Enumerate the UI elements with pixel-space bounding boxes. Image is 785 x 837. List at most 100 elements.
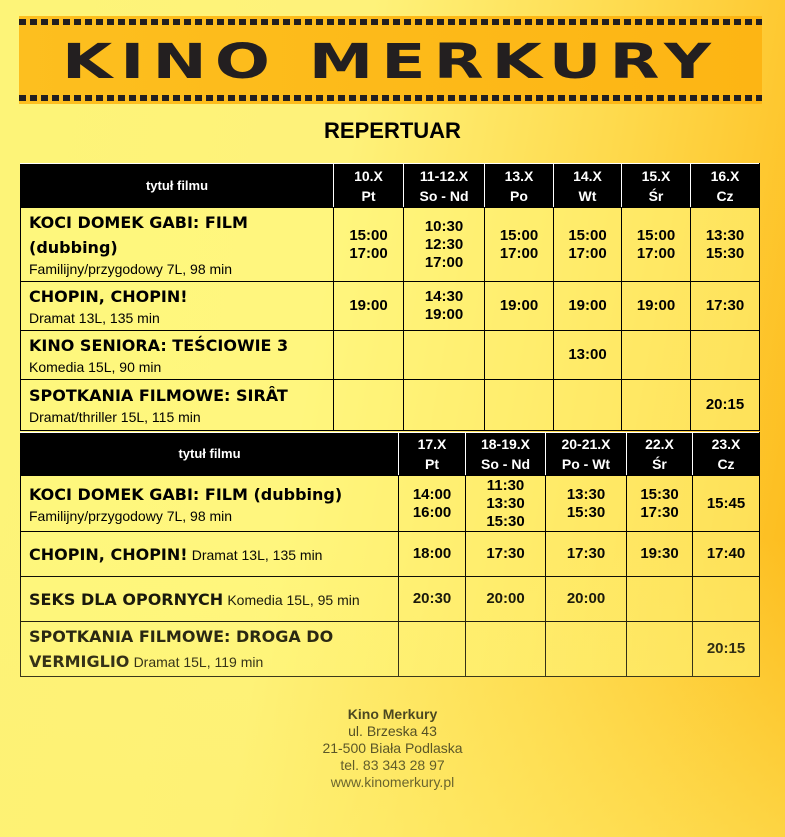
schedule-table-week-1: tytuł filmu 10.X Pt 11-12.X So - Nd 13.X Po 14.… [20,163,760,431]
movie-title: KOCI DOMEK GABI: FILM (dubbing) [29,213,248,257]
day-date: 10.X [354,167,383,184]
showtime-cell: 17:40 [692,531,760,577]
movie-title: KINO SENIORA: TEŚCIOWIE 3 [29,336,289,355]
movie-genre: Komedia 15L, 90 min [29,359,162,375]
cinema-name: Kino Merkury [347,706,438,722]
showtime-cell: 19:00 [553,281,622,331]
showtime-cell: 15:45 [692,475,760,532]
showtime-cell: 19:00 [484,281,554,331]
movie-title: SPOTKANIA FILMOWE: DROGA DO VERMIGLIO [29,627,334,671]
movie-cell: SEKS DLA OPORNYCH Komedia 15L, 95 min [20,576,399,622]
movie-cell: CHOPIN, CHOPIN! Dramat 13L, 135 min [20,281,334,331]
movie-row: SEKS DLA OPORNYCH Komedia 15L, 95 min 20:… [20,576,760,622]
showtime-cell: 20:15 [690,379,760,431]
movie-title: CHOPIN, CHOPIN! [29,287,188,306]
showtime-cell [626,576,693,622]
showtime-cell: 15:00 17:00 [621,207,691,282]
showtime-cell: 19:00 [333,281,404,331]
movie-cell: SPOTKANIA FILMOWE: DROGA DO VERMIGLIO Dr… [20,621,399,677]
day-name: Cz [717,456,735,472]
movie-genre: Dramat 15L, 119 min [133,654,264,670]
movie-title: SPOTKANIA FILMOWE: SIRÂT [29,386,288,405]
showtime-cell: 13:30 15:30 [545,475,627,532]
showtime-cell: 14:00 16:00 [398,475,466,532]
showtime-cell: 14:30 19:00 [403,281,485,331]
showtime-cell [484,330,554,380]
day-name: Cz [716,187,734,204]
kino-merkury-logo-banner: KINO MERKURY [19,16,762,104]
column-header-day: 23.X Cz [692,432,760,476]
showtime-cell [690,330,760,380]
showtime-cell: 15:00 17:00 [484,207,554,282]
showtime-cell [333,379,404,431]
showtime-cell [403,379,485,431]
showtime-cell: 15:00 17:00 [333,207,404,282]
showtime-cell: 18:00 [398,531,466,577]
cinema-contact: Kino Merkury ul. Brzeska 43 21-500 Biała… [0,706,785,791]
showtime-cell [626,621,693,677]
website-link[interactable]: www.kinomerkury.pl [330,774,455,790]
movie-genre: Dramat/thriller 15L, 115 min [29,409,201,425]
showtime-cell [692,576,760,622]
showtime-cell: 20:30 [398,576,466,622]
day-date: 11-12.X [419,167,469,184]
day-name: So - Nd [481,456,530,472]
column-header-day: 22.X Śr [626,432,693,476]
showtime-cell: 20:00 [545,576,627,622]
movie-cell: SPOTKANIA FILMOWE: SIRÂT Dramat/thriller… [20,379,334,431]
showtime-cell: 15:30 17:30 [626,475,693,532]
address-street: ul. Brzeska 43 [348,723,437,739]
showtime-cell: 20:15 [692,621,760,677]
day-name: Śr [648,187,664,204]
showtime-cell: 10:30 12:30 17:00 [403,207,485,282]
column-header-day: 15.X Śr [621,163,691,208]
movie-genre: Familijny/przygodowy 7L, 98 min [29,261,233,277]
logo-text: KINO MERKURY [61,34,720,90]
column-header-day: 17.X Pt [398,432,466,476]
showtime-cell: 13:30 15:30 [690,207,760,282]
column-header-day: 11-12.X So - Nd [403,163,485,208]
movie-title: SEKS DLA OPORNYCH [29,589,224,609]
page-title: REPERTUAR [324,118,461,143]
showtime-cell: 20:00 [465,576,546,622]
column-header-title: tytuł filmu [20,432,399,476]
showtime-cell: 19:30 [626,531,693,577]
day-date: 22.X [645,436,674,452]
movie-row: KOCI DOMEK GABI: FILM (dubbing) Familijny… [20,207,760,282]
movie-cell: CHOPIN, CHOPIN! Dramat 13L, 135 min [20,531,399,577]
header-row: tytuł filmu 17.X Pt 18-19.X So - Nd 20-21.X Po… [20,432,760,476]
day-name: Wt [578,187,597,204]
column-header-day: 14.X Wt [553,163,622,208]
movie-row: KOCI DOMEK GABI: FILM (dubbing) Familijny… [20,475,760,532]
day-date: 23.X [711,436,741,452]
showtime-cell: 17:30 [690,281,760,331]
day-date: 20-21.X [561,436,611,452]
showtime-cell [545,621,627,677]
movie-row: CHOPIN, CHOPIN! Dramat 13L, 135 min 18:00… [20,531,760,577]
showtime-cell [621,379,691,431]
day-date: 14.X [573,167,602,184]
movie-genre: Dramat 13L, 135 min [191,546,323,563]
showtime-cell [403,330,485,380]
column-header-day: 16.X Cz [690,163,760,208]
movie-title: CHOPIN, CHOPIN! [29,544,188,564]
showtime-cell: 17:30 [465,531,546,577]
showtime-cell [465,621,546,677]
showtime-cell: 15:00 17:00 [553,207,622,282]
phone: tel. 83 343 28 97 [340,757,445,773]
day-name: Pt [361,187,376,204]
showtime-cell [553,379,622,431]
showtime-cell: 13:00 [553,330,622,380]
movie-title: KOCI DOMEK GABI: FILM (dubbing) [29,484,343,504]
showtime-cell: 19:00 [621,281,691,331]
movie-row: KINO SENIORA: TEŚCIOWIE 3 Komedia 15L, 90… [20,330,760,380]
showtime-cell [621,330,691,380]
movie-cell: KINO SENIORA: TEŚCIOWIE 3 Komedia 15L, 90… [20,330,334,380]
day-name: Po [510,187,528,204]
column-header-day: 18-19.X So - Nd [465,432,546,476]
day-date: 16.X [710,167,740,184]
showtime-cell: 17:30 [545,531,627,577]
movie-cell: KOCI DOMEK GABI: FILM (dubbing) Familijny… [20,475,399,532]
movie-cell: KOCI DOMEK GABI: FILM (dubbing) Familijny… [20,207,334,282]
movie-genre: Dramat 13L, 135 min [29,310,160,326]
